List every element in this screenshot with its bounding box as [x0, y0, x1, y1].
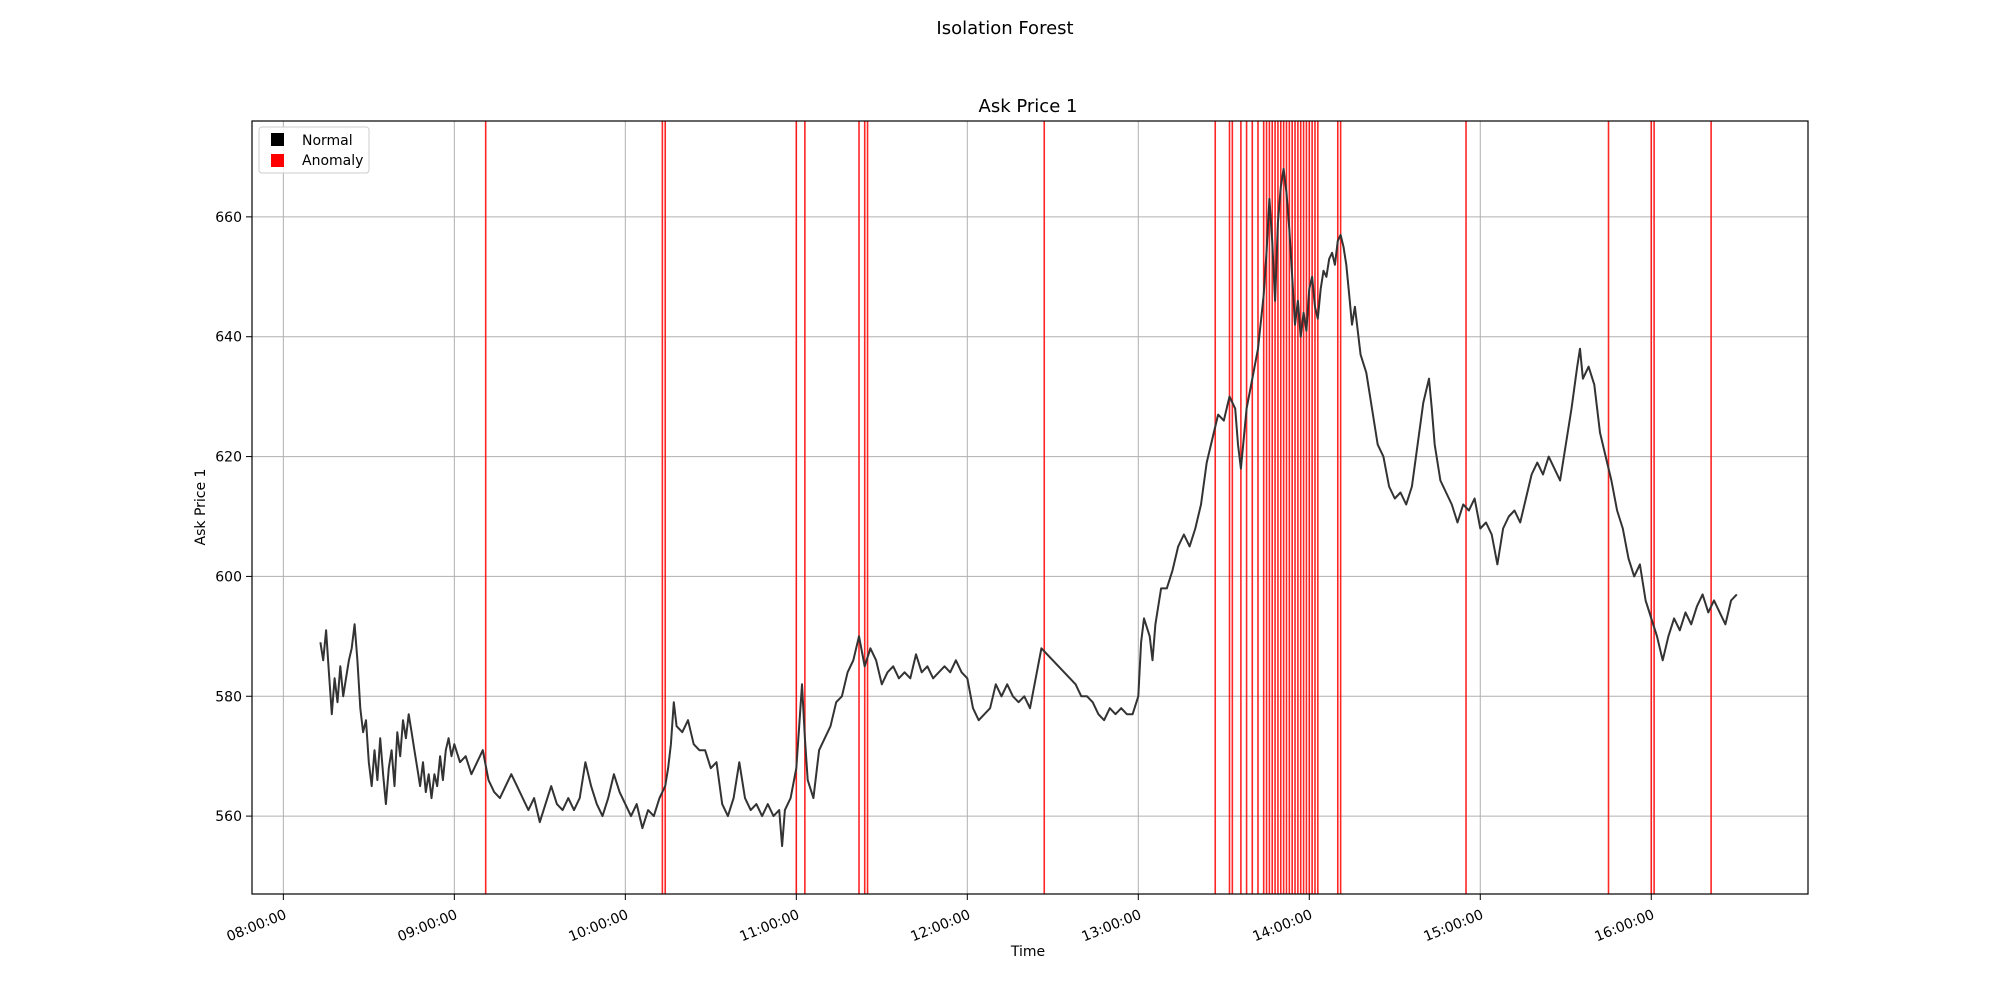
legend: Normal Anomaly: [258, 126, 370, 174]
y-tick-label: 580: [215, 689, 242, 705]
legend-swatch-anomaly: [271, 154, 284, 167]
plot-background: [252, 121, 1808, 894]
y-tick-label: 560: [215, 809, 242, 825]
x-tick-label: 13:00:00: [1079, 907, 1143, 945]
x-tick-label: 11:00:00: [738, 907, 802, 945]
y-axis-ticks: 560 580 600 620 640 660: [215, 210, 252, 825]
x-axis-label: Time: [1010, 944, 1045, 960]
y-tick-label: 620: [215, 450, 242, 466]
y-axis-label: Ask Price 1: [193, 469, 209, 546]
legend-swatch-normal: [271, 133, 284, 146]
x-tick-label: 10:00:00: [567, 907, 631, 945]
figure-title: Isolation Forest: [936, 18, 1073, 39]
y-tick-label: 660: [215, 210, 242, 226]
anomaly-markers: [484, 121, 1712, 894]
axes-title: Ask Price 1: [979, 96, 1078, 117]
y-tick-label: 600: [215, 569, 242, 585]
x-tick-label: 15:00:00: [1421, 907, 1485, 945]
x-tick-label: 12:00:00: [908, 907, 972, 945]
x-axis-ticks: 08:00:00 09:00:00 10:00:00 11:00:00 12:00:00…: [225, 894, 1657, 945]
legend-label-normal: Normal: [302, 133, 353, 149]
series-line-ask-price: [319, 167, 1738, 848]
legend-label-anomaly: Anomaly: [302, 153, 363, 169]
legend-box: [258, 126, 370, 174]
plot-frame: [251, 120, 1809, 895]
plot-area: [251, 120, 1809, 895]
x-tick-label: 16:00:00: [1592, 907, 1656, 945]
y-tick-label: 640: [215, 330, 242, 346]
x-tick-label: 08:00:00: [225, 907, 289, 945]
x-tick-label: 14:00:00: [1250, 907, 1314, 945]
x-tick-label: 09:00:00: [396, 907, 460, 945]
